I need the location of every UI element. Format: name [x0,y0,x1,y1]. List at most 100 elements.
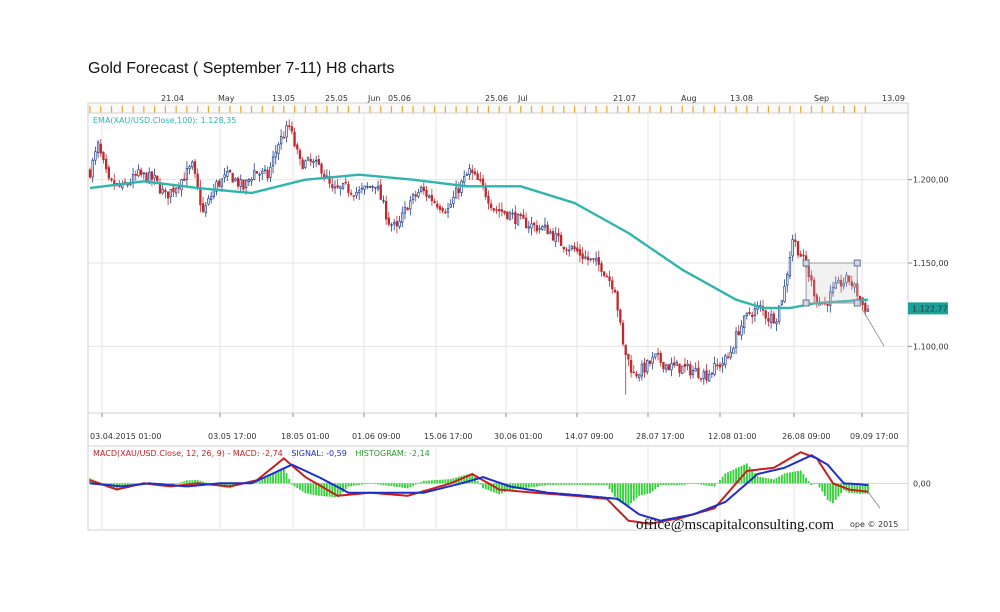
selection-box[interactable] [805,262,858,304]
candle-body [306,157,310,161]
candle [578,243,582,263]
candle-body [312,160,315,164]
histogram-bar [705,483,708,486]
candle [600,260,603,277]
histogram-bar [708,483,711,486]
candle [511,208,514,220]
candle-body [568,249,571,252]
histogram-bar [713,483,716,487]
candle-body [802,254,805,257]
candle-body [452,197,455,204]
candle-body [748,312,751,314]
candle-body [231,173,234,183]
candle-body [848,275,851,282]
candle [347,180,350,197]
candle [444,208,447,214]
histogram-bar [829,483,832,502]
candle [218,178,221,188]
candle-body [651,356,654,364]
candle-body [436,203,439,208]
histogram-bar [377,483,379,485]
candle-body [150,171,154,180]
histogram-bar [675,483,678,485]
candle [253,163,256,180]
histogram-bar [651,483,654,492]
histogram-bar [379,483,382,485]
selection-handle[interactable] [802,299,810,307]
candle-body [142,172,145,175]
histogram-bar [468,474,471,484]
candle [751,311,754,324]
histogram-bar [196,480,199,484]
candle-body [543,224,547,228]
candle [670,357,673,377]
bottom-axis-label: 30.06 01:00 [494,432,543,441]
candle-body [355,192,358,196]
candle [772,310,775,325]
candle-body [164,189,167,193]
selection-handle[interactable] [853,299,861,307]
histogram-bar [514,483,517,490]
candle-body [126,184,129,186]
histogram-bar [428,480,431,484]
candle-body [473,171,477,175]
candle-body [226,170,229,177]
candle [96,139,100,158]
candle-body [546,224,549,235]
candle-body [209,196,213,200]
histogram-bar [430,480,433,484]
histogram-bar [183,481,186,484]
candle-body [454,187,458,199]
candle [261,167,264,180]
candle-body [371,186,374,188]
candle-body [323,173,326,178]
histogram-bar [662,483,665,485]
histogram-bar [471,473,474,484]
ruler-band [87,102,909,114]
candle-body [831,286,835,294]
candle [786,271,789,293]
candle-body [110,178,113,181]
signal-label-part: SIGNAL: -0,59 [291,449,347,458]
histogram-bar [350,483,353,487]
histogram-bar [721,476,724,484]
histogram-bar [568,483,571,485]
candle [524,212,528,229]
candle-body [487,195,490,204]
candle [541,225,544,231]
projection-line [862,309,885,347]
candle-body [352,195,355,197]
candle [791,234,794,262]
candle [611,276,614,294]
histogram-bar [576,483,579,485]
candle-body [516,214,520,226]
candle-body [341,183,345,189]
candle-body [584,256,587,259]
candle-body [102,151,105,161]
candle [794,233,797,248]
candle [279,129,283,150]
histogram-bar [767,478,770,484]
candle-body [557,232,560,237]
candle-body [613,289,617,293]
selection-handle[interactable] [802,259,810,267]
histogram-bar [393,483,396,487]
candle-body [678,363,681,373]
candle-body [691,370,695,376]
candle-body [764,310,767,319]
candle-body [104,158,108,170]
candle [156,175,159,183]
histogram-bar [390,483,393,487]
selection-handle[interactable] [853,259,861,267]
candle [476,170,479,181]
histogram-bar [541,483,544,486]
candle-body [702,371,705,379]
candle [239,174,242,193]
candle-body [239,179,242,187]
candle-body [495,209,498,211]
candle [406,206,409,211]
macd-panel: 0,00 MACD(XAU/USD.Close, 12, 26, 9) - MA… [87,445,931,531]
histogram-bar [823,483,826,496]
candle [352,194,355,201]
candle-body [589,258,592,260]
